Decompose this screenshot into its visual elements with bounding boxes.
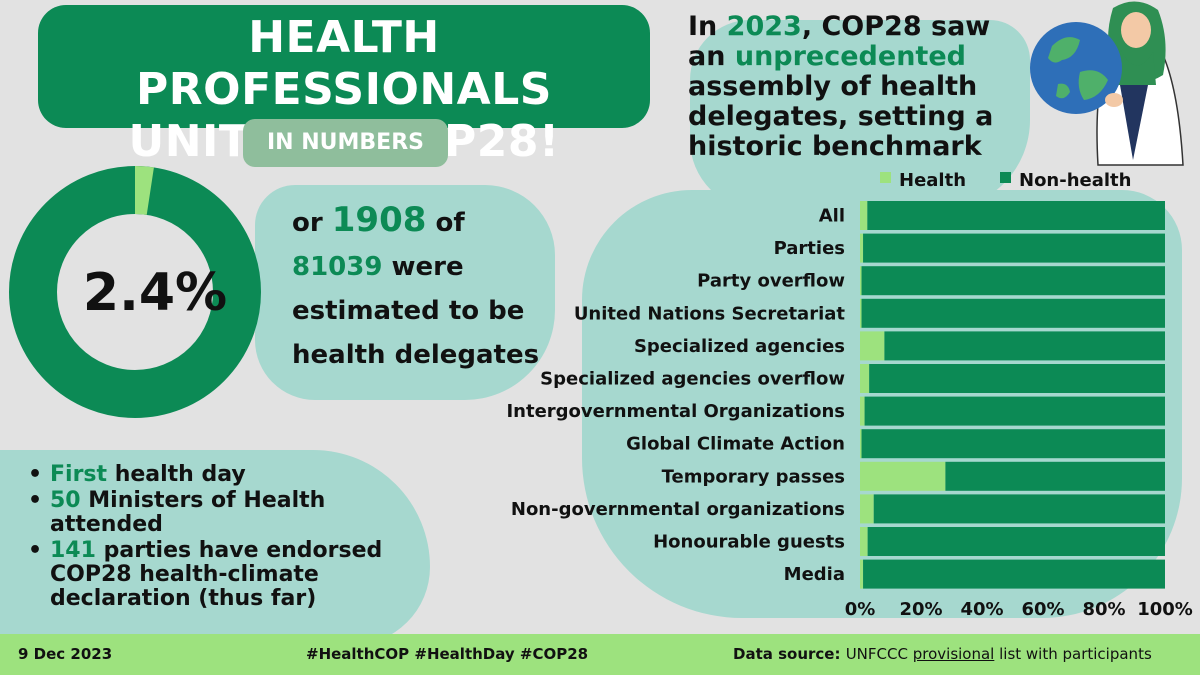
source-pre: UNFCCC: [845, 645, 913, 663]
bar-chart: Health Non-health All Parties Party overflo…: [506, 170, 1193, 620]
category-label: Media: [784, 564, 845, 585]
donut-percent-label: 2.4%: [83, 263, 227, 323]
bar-health: [860, 559, 864, 589]
bar-health: [860, 233, 864, 263]
bar-non-health: [863, 233, 1165, 263]
bar-health: [860, 298, 862, 328]
stat-background: [255, 185, 555, 400]
highlights-list: First health day 50 Ministers of Health …: [28, 463, 428, 613]
bullet-text: Ministers of Health attended: [50, 488, 326, 537]
x-tick-label: 0%: [845, 599, 876, 620]
list-item: 141 parties have endorsed COP28 health-c…: [28, 539, 428, 611]
legend-label: Health: [899, 170, 966, 191]
x-tick-label: 80%: [1082, 599, 1125, 620]
stat-rest: estimated to be health delegates: [292, 296, 540, 370]
x-tick-label: 100%: [1137, 599, 1193, 620]
donut-health-slice: [134, 166, 154, 215]
footer-hashtags: #HealthCOP #HealthDay #COP28: [306, 645, 589, 663]
headline: In 2023, COP28 saw an unprecedented asse…: [688, 12, 1028, 162]
headline-part-4: assembly of health delegates, setting a …: [688, 71, 994, 162]
bar-non-health: [884, 331, 1165, 361]
category-label: Non-governmental organizations: [511, 499, 845, 520]
legend-label: Non-health: [1019, 170, 1131, 191]
bar-non-health: [861, 298, 1165, 328]
list-item: First health day: [28, 462, 428, 488]
bar-health: [860, 201, 868, 230]
bar-health: [860, 364, 870, 393]
category-label: Specialized agencies overflow: [540, 369, 845, 390]
bar-health: [860, 461, 946, 491]
headline-year: 2023: [726, 11, 802, 42]
category-label: Party overflow: [697, 271, 845, 292]
bar-health: [860, 396, 865, 426]
bar-non-health: [945, 461, 1165, 491]
bar-non-health: [873, 494, 1165, 524]
source-post: list with participants: [994, 645, 1152, 663]
headline-part-2: , COP28 saw: [801, 11, 991, 42]
bar-health: [860, 527, 868, 556]
x-tick-label: 60%: [1021, 599, 1064, 620]
stat-were: were: [391, 252, 464, 282]
headline-highlight: unprecedented: [734, 41, 966, 72]
doctor-globe-illustration: [1030, 1, 1184, 166]
bar-health: [860, 266, 862, 296]
category-label: Honourable guests: [653, 532, 845, 553]
stat-text: or 1908 of 81039 were estimated to be he…: [292, 198, 554, 377]
list-item: 50 Ministers of Health attended: [28, 489, 428, 537]
headline-part-3: an: [688, 41, 735, 72]
heading-background: [690, 20, 1030, 210]
legend-swatch: [1000, 172, 1011, 183]
source-label: Data source:: [733, 645, 841, 663]
headline-part-1: In: [688, 11, 727, 42]
bar-non-health: [869, 364, 1165, 393]
category-label: Global Climate Action: [626, 434, 845, 455]
footer-bar: [0, 634, 1200, 675]
footer-source: Data source: UNFCCC provisional list wit…: [733, 645, 1152, 663]
stat-count: 1908: [331, 200, 427, 240]
bar-non-health: [863, 559, 1165, 589]
bar-non-health: [861, 266, 1165, 296]
bar-health: [860, 494, 874, 524]
x-tick-label: 20%: [899, 599, 942, 620]
category-label: Parties: [774, 238, 845, 259]
bar-health: [860, 331, 885, 361]
title-banner: [38, 5, 650, 128]
bullet-text: health day: [107, 462, 246, 487]
stat-of: of: [435, 208, 465, 238]
bar-health: [860, 429, 862, 459]
source-link[interactable]: provisional: [912, 645, 995, 663]
footer-date: 9 Dec 2023: [18, 645, 113, 663]
bar-non-health: [867, 201, 1165, 230]
stat-total: 81039: [292, 252, 383, 282]
bullet-highlight: 141: [50, 538, 96, 563]
bullet-highlight: First: [50, 462, 108, 487]
bar-non-health: [864, 396, 1165, 426]
category-label: Intergovernmental Organizations: [506, 401, 845, 422]
bullet-highlight: 50: [50, 488, 81, 513]
x-tick-label: 40%: [960, 599, 1003, 620]
bar-non-health: [861, 429, 1165, 459]
subtitle-badge: IN NUMBERS: [243, 119, 448, 167]
category-label: All: [819, 206, 845, 227]
category-label: Temporary passes: [662, 466, 845, 487]
bullet-text: parties have endorsed COP28 health-clima…: [50, 538, 383, 611]
stat-or: or: [292, 208, 323, 238]
donut-chart: 2.4%: [9, 166, 261, 418]
legend-swatch: [880, 172, 891, 183]
category-label: Specialized agencies: [634, 336, 845, 357]
title-line-1: HEALTH PROFESSIONALS: [136, 12, 552, 115]
bar-non-health: [867, 527, 1165, 556]
category-label: United Nations Secretariat: [574, 303, 846, 324]
